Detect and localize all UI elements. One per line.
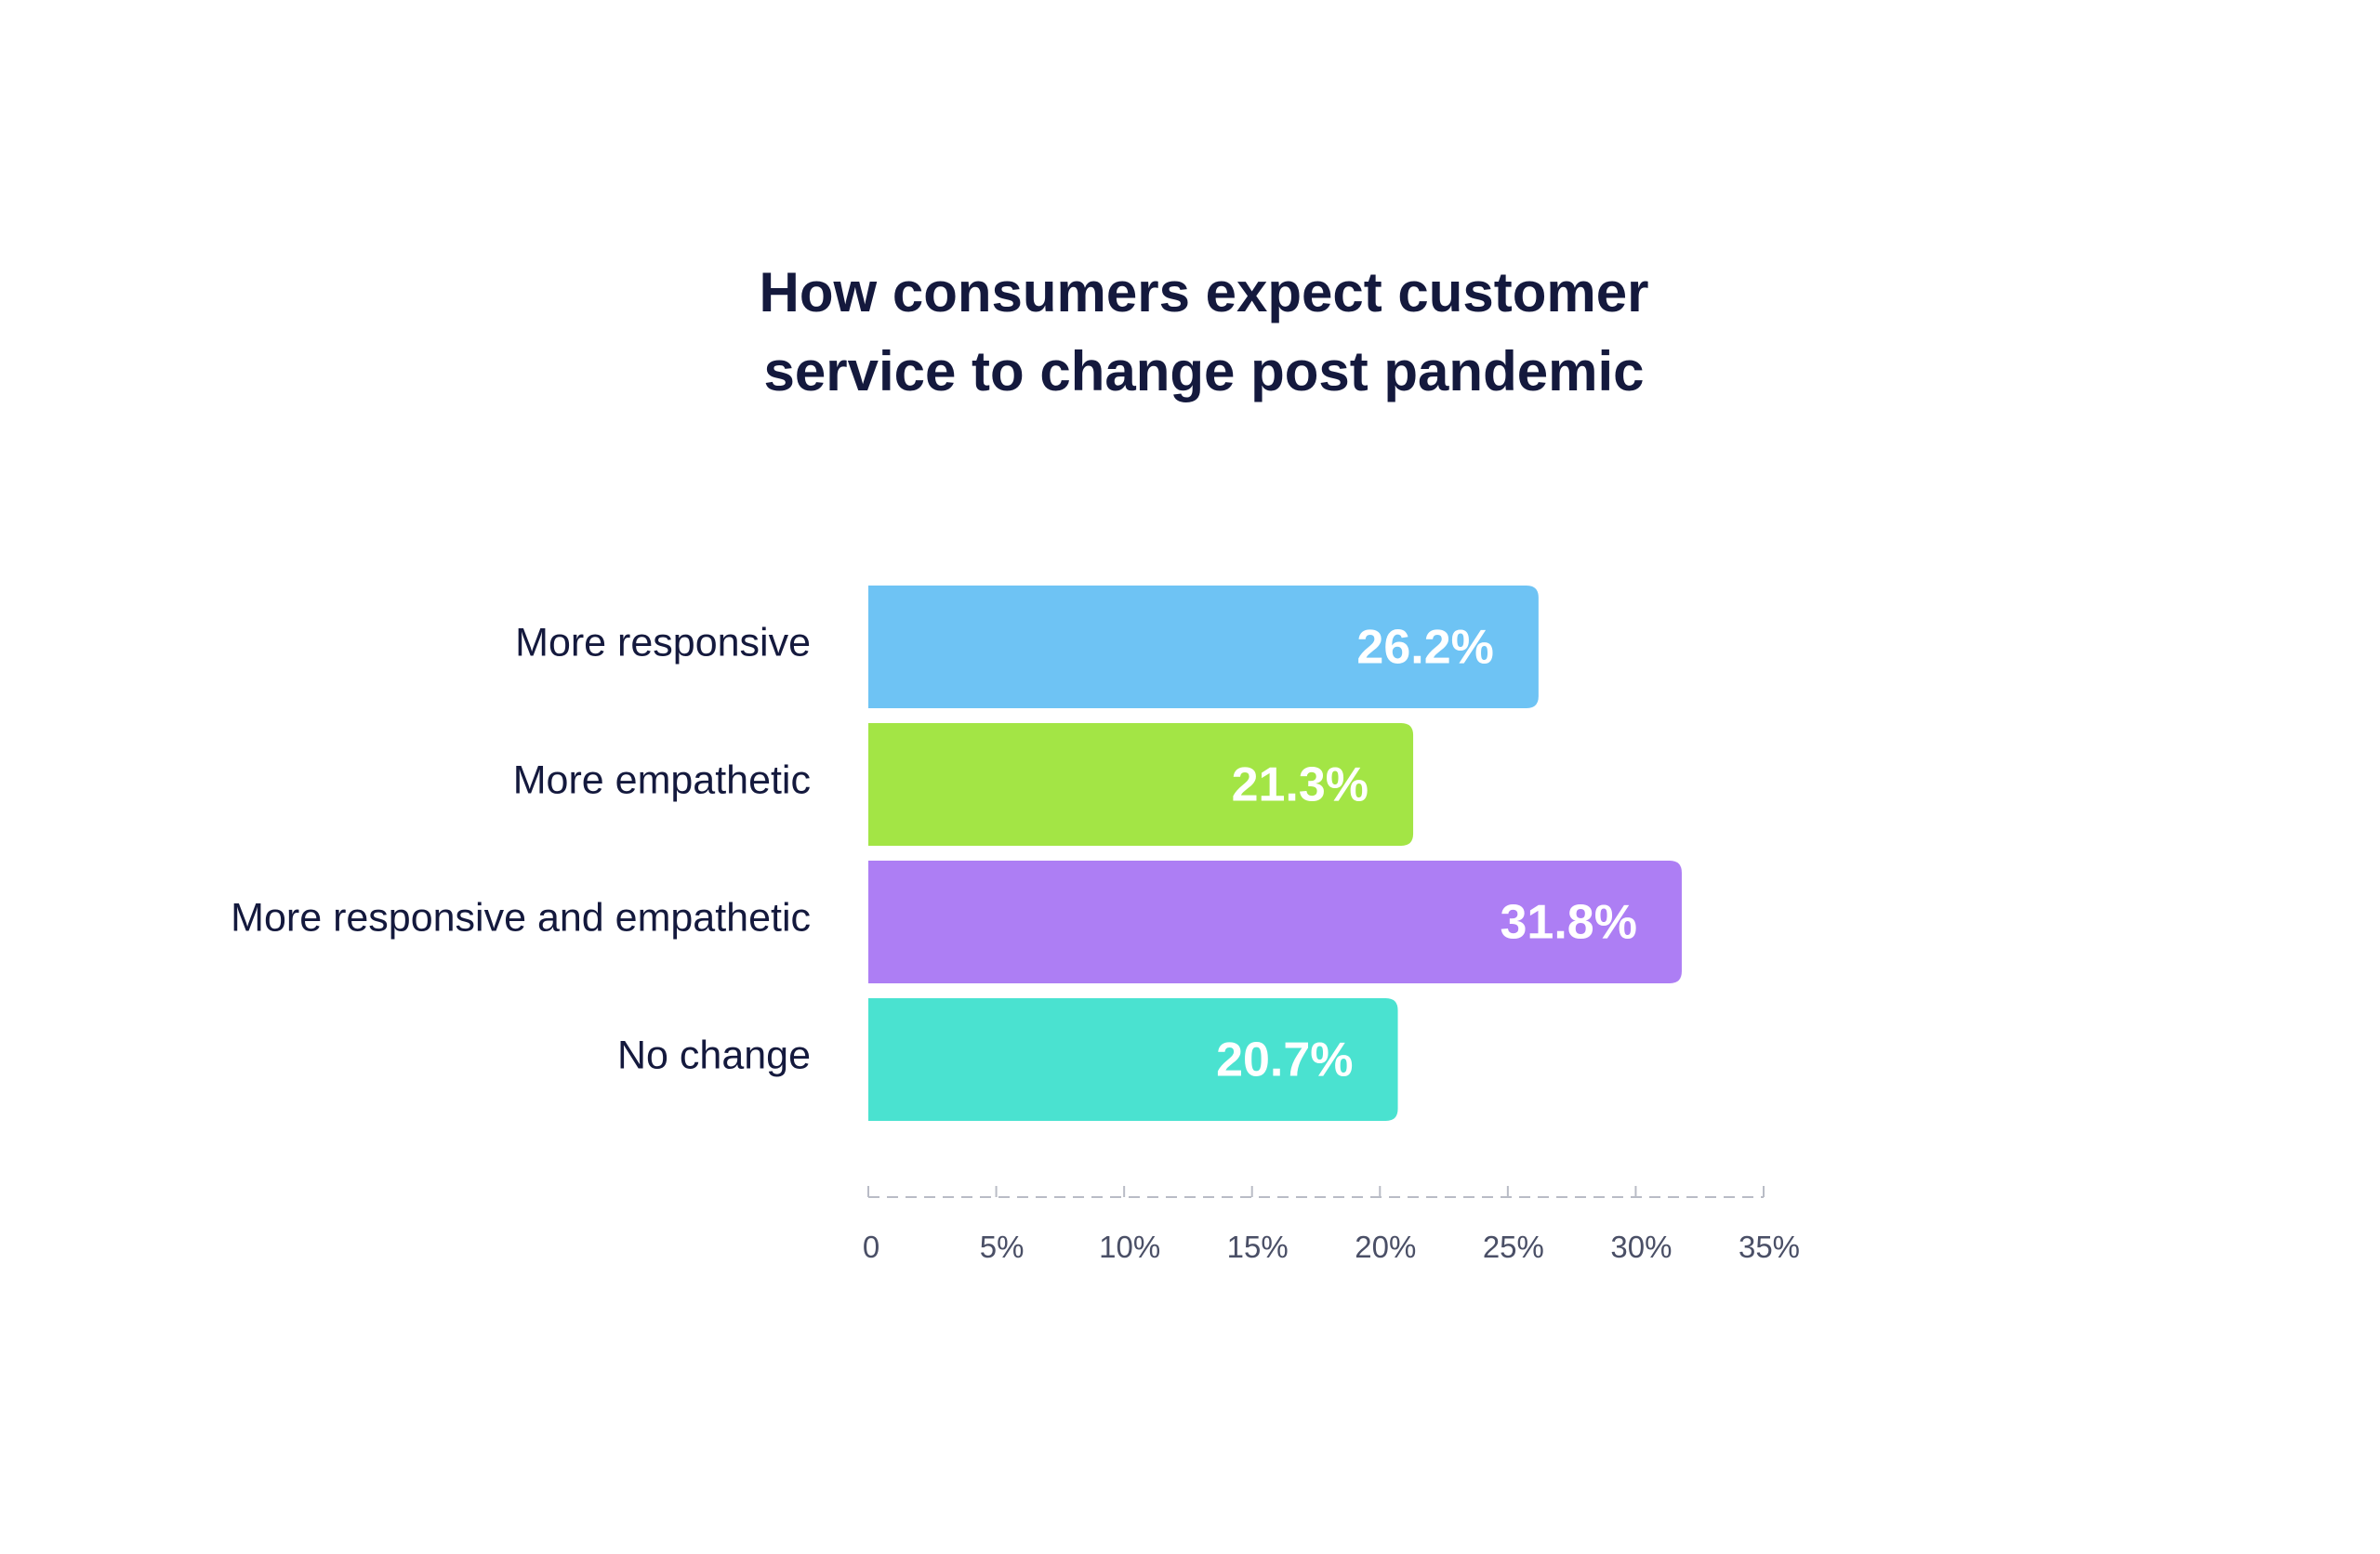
- category-label: More responsive and empathetic: [231, 895, 811, 940]
- bars: More responsive 26.2% More empathetic 21.3%…: [231, 586, 1682, 1121]
- x-tick-label: 5%: [980, 1230, 1025, 1264]
- x-tick-label: 35%: [1739, 1230, 1800, 1264]
- data-label: 20.7%: [1216, 1034, 1353, 1087]
- data-label: 26.2%: [1356, 621, 1493, 675]
- x-tick-label: 15%: [1227, 1230, 1289, 1264]
- data-label: 31.8%: [1501, 896, 1637, 950]
- bar: [868, 723, 1414, 846]
- x-axis: 0 5% 10% 15% 20% 25% 30% 35%: [863, 1186, 1800, 1264]
- bar: [868, 998, 1398, 1121]
- data-label: 21.3%: [1232, 758, 1368, 812]
- x-tick-label: 10%: [1099, 1230, 1160, 1264]
- x-tick-label: 20%: [1355, 1230, 1416, 1264]
- chart-title-line: service to change post pandemic: [764, 340, 1645, 402]
- chart-title-line: How consumers expect customer: [760, 261, 1649, 323]
- bar: [868, 861, 1682, 983]
- category-label: More responsive: [515, 620, 811, 665]
- x-tick-label: 25%: [1483, 1230, 1544, 1264]
- chart-title: How consumers expect customer service to …: [760, 261, 1649, 402]
- x-tick-label: 0: [863, 1230, 879, 1264]
- bar: [868, 586, 1539, 708]
- x-tick-label: 30%: [1610, 1230, 1672, 1264]
- category-label: No change: [617, 1033, 811, 1077]
- category-label: More empathetic: [513, 757, 811, 802]
